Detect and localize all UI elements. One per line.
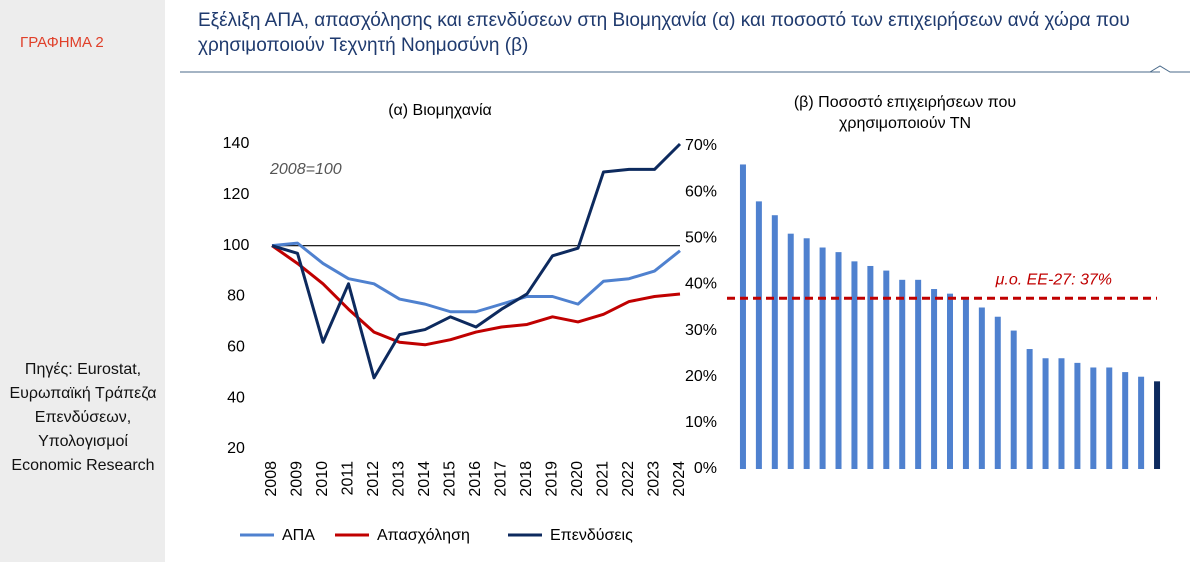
x-tick-label: 2018 — [518, 461, 535, 497]
page-title: Εξέλιξη ΑΠΑ, απασχόλησης και επενδύσεων … — [198, 10, 1130, 56]
bar — [1106, 367, 1113, 469]
x-tick-label: 2011 — [340, 461, 357, 496]
x-tick-label: 2019 — [544, 461, 561, 497]
y-tick-label: 100 — [223, 237, 250, 254]
sidebar — [0, 0, 165, 562]
x-tick-label: 2021 — [595, 461, 612, 497]
x-tick-label: 2022 — [620, 461, 637, 497]
y-tick-label: 30% — [685, 322, 717, 339]
bar — [978, 307, 985, 469]
bar — [962, 298, 969, 469]
bar — [755, 201, 762, 469]
bar — [1010, 330, 1017, 469]
bar — [1026, 349, 1033, 469]
y-tick-label: 120 — [223, 186, 250, 203]
y-tick-label: 50% — [685, 230, 717, 247]
title-rule — [1149, 65, 1190, 73]
y-tick-label: 70% — [685, 137, 717, 154]
bar — [771, 215, 778, 469]
x-tick-label: 2013 — [391, 461, 408, 497]
sources: Πηγές: Eurostat, Ευρωπαϊκή Τράπεζα Επενδ… — [9, 361, 157, 474]
line-series — [271, 142, 682, 380]
bar — [1138, 376, 1145, 469]
line-series — [271, 241, 681, 314]
y-tick-label: 10% — [685, 414, 717, 431]
figure-label: ΓΡΑΦΗΜΑ 2 — [20, 34, 104, 51]
bar — [1122, 372, 1129, 469]
bar — [1058, 358, 1065, 469]
bar — [1074, 362, 1081, 469]
x-tick-label: 2008 — [263, 461, 280, 497]
x-tick-label: 2024 — [671, 461, 688, 497]
bar — [915, 279, 922, 469]
legend-label: Απασχόληση — [377, 527, 470, 544]
y-tick-label: 80 — [227, 288, 245, 305]
bar — [787, 233, 794, 469]
bar — [803, 238, 810, 469]
y-tick-label: 20 — [227, 440, 245, 457]
bar — [1090, 367, 1097, 469]
y-tick-label: 40% — [685, 276, 717, 293]
legend-label: Επενδύσεις — [550, 527, 633, 544]
bar — [1042, 358, 1049, 469]
bar — [739, 164, 746, 469]
x-tick-label: 2014 — [416, 461, 433, 497]
legend-label: ΑΠΑ — [282, 527, 315, 544]
x-tick-label: 2023 — [646, 461, 663, 497]
bar — [819, 247, 826, 469]
bar — [931, 289, 938, 469]
x-tick-label: 2015 — [442, 461, 459, 497]
annotation: 2008=100 — [269, 161, 342, 178]
x-tick-label: 2012 — [365, 461, 382, 497]
bar — [835, 252, 842, 469]
y-tick-label: 40 — [227, 389, 245, 406]
chart-title: (β) Ποσοστό επιχειρήσεων που χρησιμοποιο… — [793, 94, 1017, 132]
y-tick-label: 60 — [227, 339, 245, 356]
annotation: μ.ο. ΕΕ-27: 37% — [995, 271, 1112, 288]
line-series — [271, 244, 681, 347]
bar — [1154, 381, 1161, 469]
bar — [883, 270, 890, 469]
y-tick-label: 60% — [685, 183, 717, 200]
bar — [947, 293, 953, 469]
x-tick-label: 2016 — [467, 461, 484, 497]
bar — [994, 316, 1001, 469]
x-tick-label: 2017 — [493, 461, 510, 497]
chart-title: (α) Βιομηχανία — [388, 102, 492, 119]
y-tick-label: 20% — [685, 368, 717, 385]
bar — [851, 261, 858, 469]
y-tick-label: 140 — [223, 135, 250, 152]
bar — [867, 265, 874, 469]
bar — [899, 279, 906, 469]
x-tick-label: 2009 — [289, 461, 306, 497]
x-tick-label: 2020 — [569, 461, 586, 497]
y-tick-label: 0% — [694, 460, 717, 477]
x-tick-label: 2010 — [314, 461, 331, 497]
